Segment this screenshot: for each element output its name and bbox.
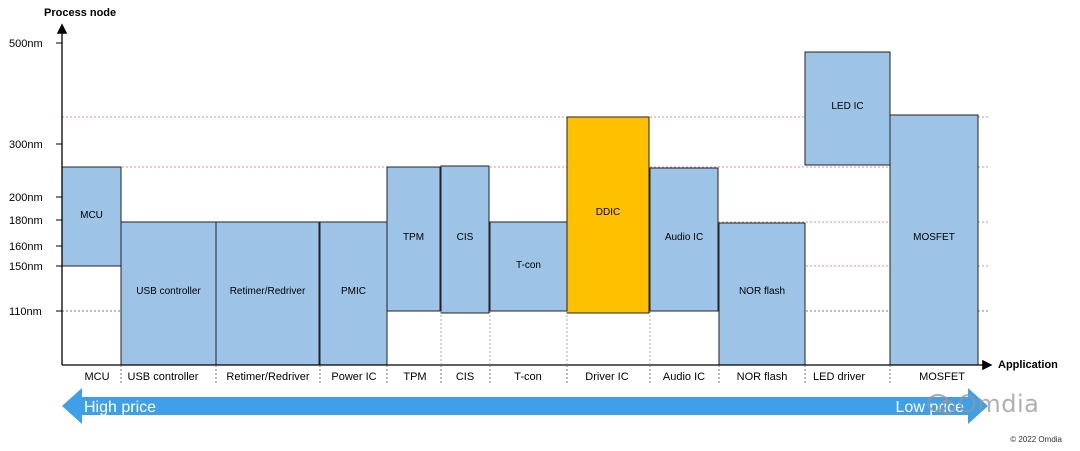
price-arrow: [62, 388, 988, 424]
box-label: T-con: [516, 260, 541, 271]
application-box: [319, 221, 388, 366]
box-label: MOSFET: [913, 232, 955, 243]
x-axis-title: Application: [998, 359, 1058, 371]
application-box: [718, 222, 806, 366]
x-category-label: NOR flash: [737, 371, 788, 383]
high-price-label: High price: [84, 399, 156, 416]
copyright: © 2022 Omdia: [1010, 435, 1062, 444]
x-category-label: TPM: [403, 371, 426, 383]
application-box: [61, 166, 122, 267]
box-label: LED IC: [831, 101, 863, 112]
box-label: Retimer/Redriver: [230, 286, 306, 297]
box-label: MCU: [80, 210, 103, 221]
box-label: PMIC: [341, 286, 366, 297]
y-tick-label: 500nm: [9, 38, 43, 50]
y-tick-label: 200nm: [9, 192, 43, 204]
application-box: [649, 167, 719, 312]
application-box: [489, 221, 568, 312]
y-tick-label: 180nm: [9, 215, 43, 227]
y-tick-label: 110nm: [9, 306, 42, 318]
x-category-label: MCU: [84, 371, 109, 383]
x-category-label: LED driver: [813, 371, 865, 383]
y-tick-label: 160nm: [9, 241, 43, 253]
x-category-label: CIS: [456, 371, 474, 383]
application-box: [386, 166, 441, 312]
chat-bubble-icon: [927, 394, 956, 414]
x-category-label: Power IC: [331, 371, 376, 383]
x-category-label: MOSFET: [919, 371, 965, 383]
box-label: USB controller: [136, 286, 201, 297]
application-box: [889, 114, 979, 366]
x-category-label: USB controller: [128, 371, 199, 383]
omdia-watermark: Omdia: [958, 390, 1040, 418]
box-label: NOR flash: [739, 286, 785, 297]
x-category-label: Driver IC: [585, 371, 628, 383]
x-category-label: Audio IC: [663, 371, 705, 383]
y-axis-title: Process node: [44, 7, 116, 19]
application-box: [440, 165, 490, 314]
x-category-label: Retimer/Redriver: [226, 371, 309, 383]
y-tick-label: 300nm: [9, 139, 43, 151]
application-box: [566, 116, 650, 314]
application-box: [804, 51, 891, 166]
box-label: TPM: [403, 232, 424, 243]
box-label: CIS: [457, 232, 474, 243]
box-label: Audio IC: [665, 232, 703, 243]
y-tick-label: 150nm: [9, 261, 43, 273]
box-label: DDIC: [596, 207, 620, 218]
x-category-label: T-con: [514, 371, 542, 383]
application-box: [215, 221, 320, 366]
